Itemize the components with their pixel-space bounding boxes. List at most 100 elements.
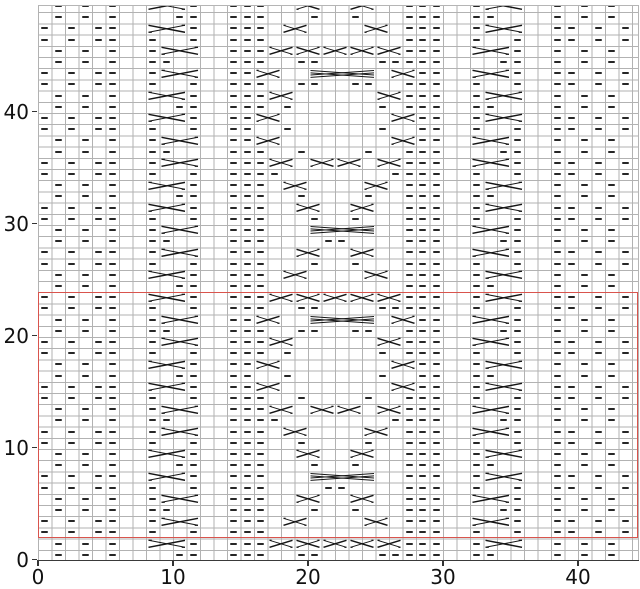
purl-dash-icon: [68, 161, 76, 164]
purl-dash-icon: [189, 296, 197, 299]
purl-dash-icon: [581, 184, 589, 187]
purl-dash-icon: [189, 94, 197, 97]
purl-dash-icon: [608, 318, 616, 321]
purl-dash-icon: [432, 542, 440, 545]
purl-dash-icon: [311, 553, 319, 556]
purl-dash-icon: [554, 385, 562, 388]
purl-dash-icon: [581, 318, 589, 321]
cross-2-icon: [363, 270, 388, 280]
purl-dash-icon: [257, 27, 265, 30]
purl-dash-icon: [338, 486, 346, 489]
purl-dash-icon: [311, 464, 319, 467]
purl-dash-icon: [513, 408, 521, 411]
purl-dash-icon: [108, 228, 116, 231]
cross-3-icon: [161, 405, 199, 415]
purl-dash-icon: [108, 520, 116, 523]
purl-dash-icon: [243, 206, 251, 209]
purl-dash-icon: [230, 5, 238, 7]
purl-dash-icon: [405, 83, 413, 86]
purl-dash-icon: [108, 72, 116, 75]
purl-dash-icon: [554, 195, 562, 198]
purl-dash-icon: [189, 284, 197, 287]
purl-dash-icon: [419, 228, 427, 231]
cross-3-icon: [485, 181, 523, 191]
cross-2-icon: [255, 315, 280, 325]
purl-dash-icon: [594, 27, 602, 30]
cross-3-icon: [471, 136, 510, 146]
purl-dash-icon: [41, 296, 49, 299]
purl-dash-icon: [243, 542, 251, 545]
purl-dash-icon: [567, 161, 575, 164]
purl-dash-icon: [149, 72, 157, 75]
purl-dash-icon: [243, 72, 251, 75]
purl-dash-icon: [500, 150, 508, 153]
purl-dash-icon: [257, 228, 265, 231]
purl-dash-icon: [608, 139, 616, 142]
purl-dash-icon: [284, 352, 292, 355]
purl-dash-icon: [230, 72, 238, 75]
purl-dash-icon: [405, 105, 413, 108]
purl-dash-icon: [108, 273, 116, 276]
purl-dash-icon: [378, 105, 386, 108]
purl-dash-icon: [257, 452, 265, 455]
purl-dash-icon: [513, 419, 521, 422]
purl-dash-icon: [608, 150, 616, 153]
purl-dash-icon: [95, 83, 103, 86]
purl-dash-icon: [95, 27, 103, 30]
x-tick-label: 30: [430, 565, 456, 589]
purl-dash-icon: [594, 38, 602, 41]
purl-dash-icon: [108, 184, 116, 187]
purl-dash-icon: [432, 486, 440, 489]
purl-dash-icon: [513, 329, 521, 332]
purl-dash-icon: [594, 296, 602, 299]
purl-dash-icon: [54, 240, 62, 243]
purl-dash-icon: [108, 385, 116, 388]
purl-dash-icon: [176, 284, 184, 287]
purl-dash-icon: [473, 296, 481, 299]
purl-dash-icon: [41, 161, 49, 164]
pattern-repeat-box: [38, 291, 638, 539]
purl-dash-icon: [419, 340, 427, 343]
purl-dash-icon: [581, 150, 589, 153]
purl-dash-icon: [608, 5, 616, 7]
x-tick-label: 20: [295, 565, 321, 589]
cross-2-icon: [296, 293, 320, 303]
purl-dash-icon: [500, 240, 508, 243]
purl-dash-icon: [486, 105, 494, 108]
purl-dash-icon: [162, 329, 170, 332]
purl-dash-icon: [230, 251, 238, 254]
purl-dash-icon: [230, 228, 238, 231]
purl-dash-icon: [405, 217, 413, 220]
x-tick-mark: [172, 560, 174, 566]
x-tick-mark: [307, 560, 309, 566]
purl-dash-icon: [432, 128, 440, 131]
purl-dash-icon: [297, 150, 305, 153]
purl-dash-icon: [68, 430, 76, 433]
purl-dash-icon: [608, 452, 616, 455]
cross-2-icon: [282, 270, 307, 280]
purl-dash-icon: [189, 83, 197, 86]
purl-dash-icon: [68, 396, 76, 399]
purl-dash-icon: [230, 318, 238, 321]
purl-dash-icon: [419, 352, 427, 355]
purl-dash-icon: [608, 105, 616, 108]
purl-dash-icon: [594, 72, 602, 75]
cross-2-icon: [296, 46, 320, 56]
x-tick-mark: [577, 560, 579, 566]
purl-dash-icon: [257, 83, 265, 86]
purl-dash-icon: [419, 60, 427, 63]
purl-dash-icon: [189, 206, 197, 209]
purl-dash-icon: [95, 430, 103, 433]
purl-dash-icon: [513, 508, 521, 511]
purl-dash-icon: [257, 553, 265, 556]
purl-dash-icon: [513, 318, 521, 321]
purl-dash-icon: [108, 206, 116, 209]
cross-2-icon: [390, 315, 415, 325]
purl-dash-icon: [405, 531, 413, 534]
purl-dash-icon: [230, 329, 238, 332]
purl-dash-icon: [230, 408, 238, 411]
cross-2-icon: [350, 494, 374, 504]
x-tick-label: 40: [565, 565, 591, 589]
purl-dash-icon: [257, 251, 265, 254]
purl-dash-icon: [554, 161, 562, 164]
